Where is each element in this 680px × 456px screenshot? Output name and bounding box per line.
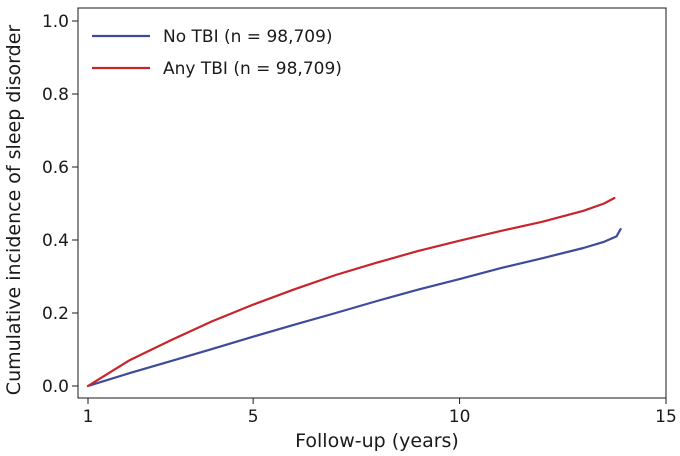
x-tick-label: 1 (83, 407, 94, 427)
axes: 0.00.20.40.60.81.01 5 10 15 (42, 7, 677, 427)
y-tick-label: 1.0 (42, 12, 69, 32)
x-tick-label: 15 (655, 407, 677, 427)
series-line-2 (86, 196, 616, 388)
y-tick-label: 0.4 (42, 231, 69, 251)
y-tick-label: 0.0 (42, 377, 69, 397)
y-tick-label: 0.8 (42, 85, 69, 105)
y-tick-label: 0.2 (42, 304, 69, 324)
legend-label-1: No TBI (n = 98,709) (163, 27, 333, 47)
series-line-1 (86, 228, 622, 388)
plot-frame (77, 7, 667, 399)
y-tick-label: 0.6 (42, 158, 69, 178)
legend-label-2: Any TBI (n = 98,709) (163, 59, 342, 79)
series-lines (86, 196, 622, 388)
x-tick-label: 5 (248, 407, 259, 427)
x-axis-title: Follow-up (years) (295, 430, 459, 452)
legend: No TBI (n = 98,709) Any TBI (n = 98,709) (92, 27, 342, 79)
x-tick-label: 10 (449, 407, 471, 427)
y-axis-title: Cumulative incidence of sleep disorder (3, 25, 25, 396)
